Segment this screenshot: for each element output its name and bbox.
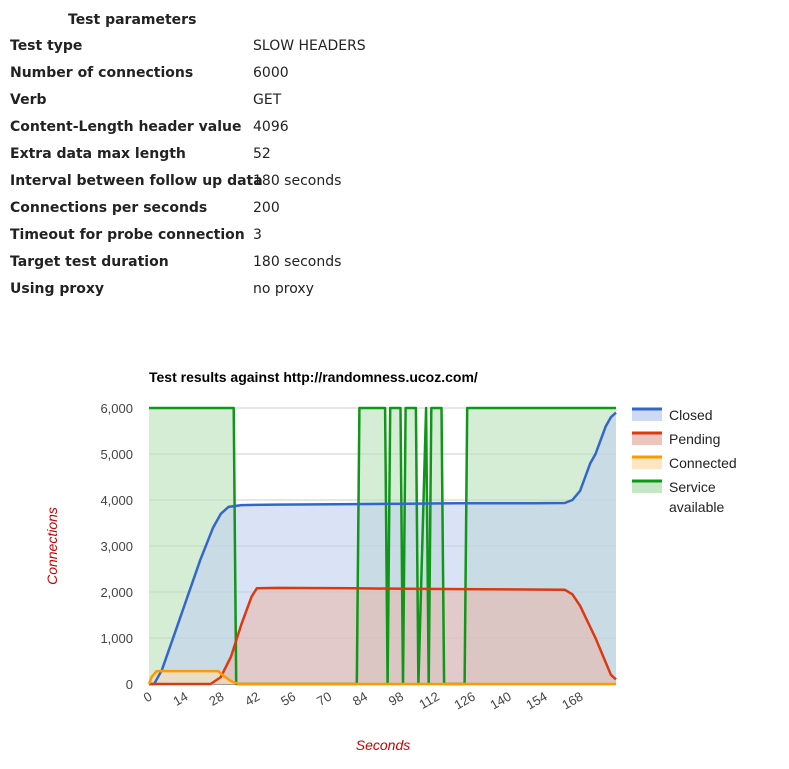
y-tick-label: 6,000 <box>100 401 133 416</box>
param-label: Target test duration <box>10 254 169 270</box>
param-value: 180 seconds <box>253 254 342 270</box>
chart-areas <box>149 408 616 684</box>
param-row: Interval between follow up data 180 secon… <box>10 168 366 195</box>
chart-legend: Closed Pending Connected Service available <box>632 407 737 515</box>
y-tick-label: 2,000 <box>100 585 133 600</box>
x-tick-label: 154 <box>523 689 549 713</box>
y-tick-label: 4,000 <box>100 493 133 508</box>
param-value: 52 <box>253 146 271 162</box>
x-tick-label: 28 <box>206 689 226 709</box>
series-line <box>149 406 616 686</box>
chart-title: Test results against http://randomness.u… <box>149 369 478 385</box>
series-area <box>149 587 616 684</box>
x-tick-label: 140 <box>487 689 513 713</box>
x-tick-label: 168 <box>559 689 585 713</box>
param-row: Timeout for probe connection 3 <box>10 222 366 249</box>
param-value: 3 <box>253 227 262 243</box>
x-axis-title: Seconds <box>356 737 410 753</box>
x-tick-label: 56 <box>278 689 298 709</box>
legend-label: Service <box>669 479 716 495</box>
param-row: Number of connections 6000 <box>10 60 366 87</box>
param-row: Using proxy no proxy <box>10 276 366 303</box>
series-line <box>149 411 617 686</box>
test-parameters-panel: Test parameters Test type SLOW HEADERS Num… <box>10 8 366 303</box>
param-row: Extra data max length 52 <box>10 141 366 168</box>
param-label: Content-Length header value <box>10 119 242 135</box>
x-tick-label: 42 <box>242 689 262 709</box>
legend-label: available <box>669 499 724 515</box>
param-label: Extra data max length <box>10 146 186 162</box>
param-label: Using proxy <box>10 281 105 297</box>
y-tick-label: 5,000 <box>100 447 133 462</box>
params-title: Test parameters <box>68 12 197 28</box>
param-value: 4096 <box>253 119 289 135</box>
series-area <box>149 671 616 684</box>
x-tick-label: 14 <box>170 689 190 709</box>
series-line <box>149 586 617 686</box>
x-tick-label: 70 <box>314 689 334 709</box>
y-tick-label: 3,000 <box>100 539 133 554</box>
param-value: 6000 <box>253 65 289 81</box>
x-tick-label: 126 <box>452 689 478 713</box>
param-row: Verb GET <box>10 87 366 114</box>
x-tick-label: 112 <box>416 689 441 712</box>
param-row: Content-Length header value 4096 <box>10 114 366 141</box>
param-label: Number of connections <box>10 65 194 81</box>
param-value: 180 seconds <box>253 173 342 189</box>
param-value: no proxy <box>253 281 314 297</box>
param-row: Connections per seconds 200 <box>10 195 366 222</box>
legend-label: Pending <box>669 431 720 447</box>
y-axis-ticks: 0 1,000 2,000 3,000 4,000 5,000 6,000 <box>100 401 133 692</box>
chart-lines <box>147 406 617 686</box>
legend-swatch <box>632 481 662 493</box>
param-row: Test type SLOW HEADERS <box>10 33 366 60</box>
param-value: SLOW HEADERS <box>253 38 366 54</box>
legend-swatch <box>632 409 662 421</box>
param-label: Verb <box>10 92 47 108</box>
y-tick-label: 1,000 <box>100 631 133 646</box>
param-label: Interval between follow up data <box>10 173 263 189</box>
legend-label: Closed <box>669 407 713 423</box>
x-axis-ticks: 0 14 28 42 56 70 84 98 112 126 140 154 168 <box>141 689 586 713</box>
legend-swatch <box>632 433 662 445</box>
x-tick-label: 84 <box>350 689 370 709</box>
legend-swatch <box>632 457 662 469</box>
param-value: 200 <box>253 200 280 216</box>
x-tick-label: 0 <box>141 689 155 706</box>
x-tick-label: 98 <box>386 689 406 709</box>
series-line <box>147 669 616 686</box>
legend-label: Connected <box>669 455 737 471</box>
param-label: Timeout for probe connection <box>10 227 245 243</box>
y-axis-title: Connections <box>44 507 60 585</box>
params-table: Test type SLOW HEADERS Number of connectio… <box>10 33 366 303</box>
param-value: GET <box>253 92 282 108</box>
param-label: Test type <box>10 38 83 54</box>
param-label: Connections per seconds <box>10 200 208 216</box>
y-tick-label: 0 <box>126 677 133 692</box>
param-row: Target test duration 180 seconds <box>10 249 366 276</box>
